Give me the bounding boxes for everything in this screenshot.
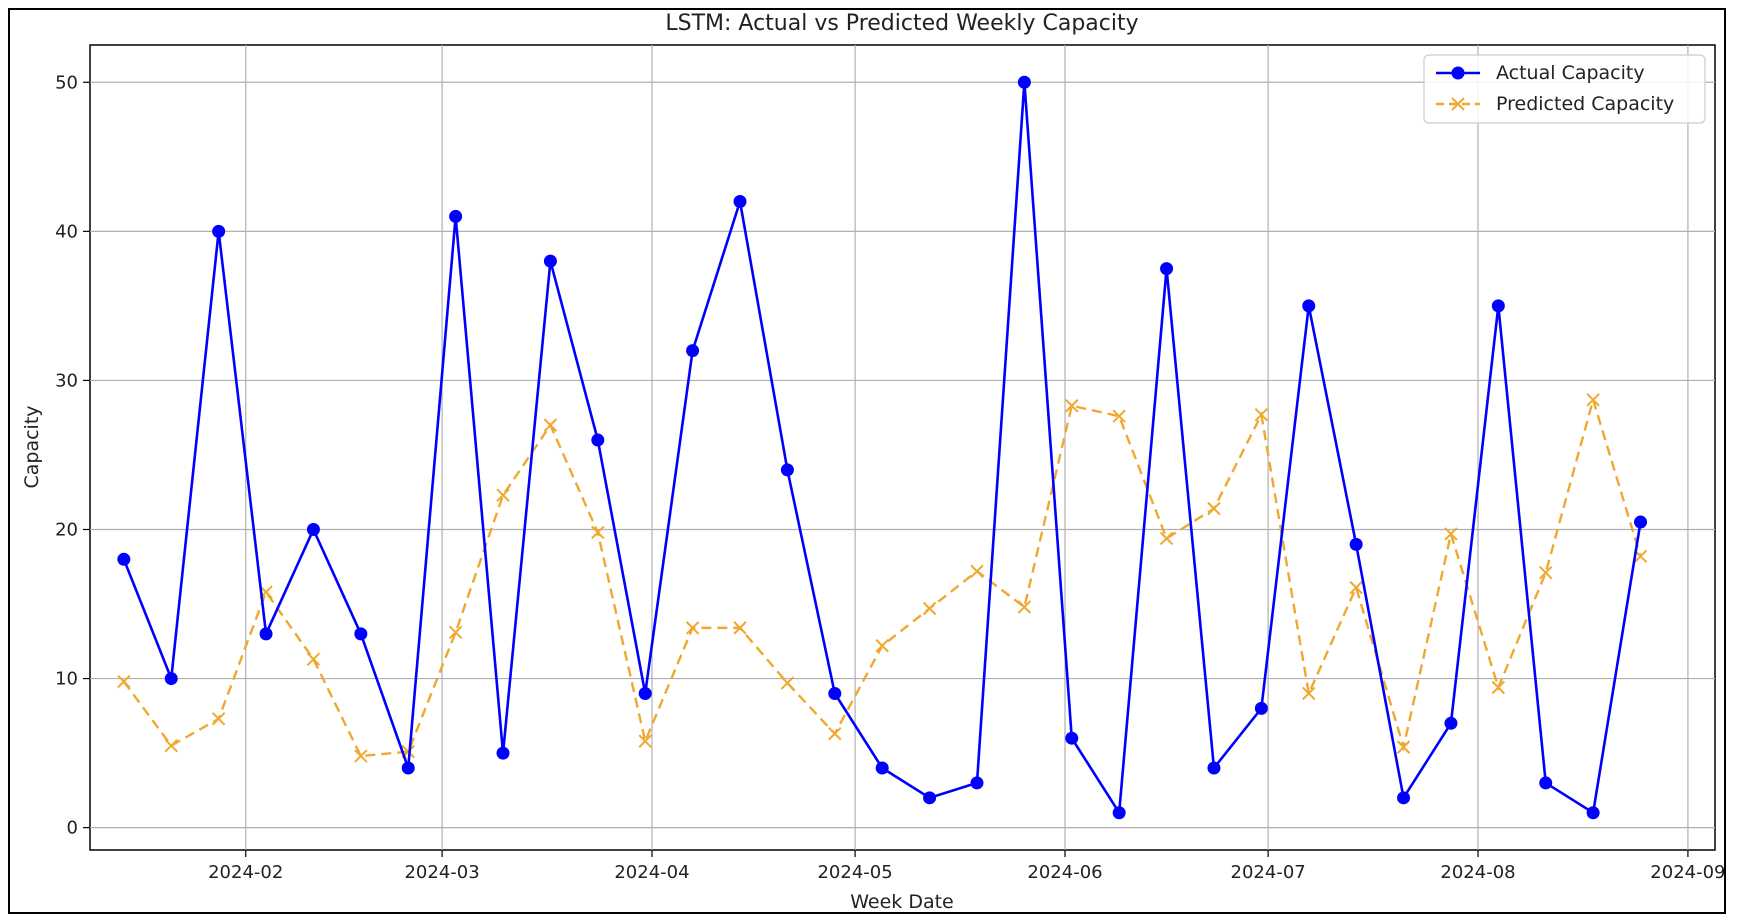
data-point xyxy=(1539,776,1553,790)
data-point xyxy=(828,727,842,741)
legend-marker xyxy=(1451,97,1465,111)
data-point xyxy=(638,734,652,748)
data-point xyxy=(1397,791,1411,805)
data-point xyxy=(496,746,510,760)
data-point xyxy=(543,254,557,268)
data-point xyxy=(212,224,226,238)
data-point xyxy=(1207,501,1221,516)
x-tick-label: 2024-08 xyxy=(1440,862,1515,883)
y-tick-label: 20 xyxy=(55,519,78,540)
data-point xyxy=(117,552,131,566)
data-point xyxy=(1349,580,1363,595)
data-point xyxy=(970,776,984,790)
data-point xyxy=(543,418,558,432)
data-point xyxy=(1396,740,1411,754)
y-tick-label: 30 xyxy=(55,370,78,391)
data-point xyxy=(970,564,984,578)
legend-label: Predicted Capacity xyxy=(1496,93,1674,115)
data-point xyxy=(686,344,700,358)
legend-box xyxy=(1423,54,1706,124)
x-tick-label: 2024-09 xyxy=(1650,862,1725,883)
data-point xyxy=(1539,566,1553,580)
data-point xyxy=(1112,409,1126,423)
data-point xyxy=(401,761,415,775)
x-axis-label: Week Date xyxy=(850,891,954,913)
grid xyxy=(90,45,1715,850)
chart-frame xyxy=(8,8,1726,914)
data-point xyxy=(1586,393,1600,407)
data-point xyxy=(1160,262,1174,276)
data-point xyxy=(164,672,178,686)
data-point xyxy=(1017,600,1032,614)
x-tick-label: 2024-03 xyxy=(404,862,479,883)
legend: Actual Capacity Predicted Capacity xyxy=(1423,54,1706,124)
data-point xyxy=(875,761,889,775)
series-predicted-capacity xyxy=(117,393,1648,763)
x-tick-label: 2024-06 xyxy=(1027,862,1102,883)
data-point xyxy=(1017,75,1031,89)
data-point xyxy=(1254,407,1269,422)
data-point xyxy=(591,433,605,447)
x-tick-label: 2024-05 xyxy=(817,862,892,883)
data-point xyxy=(449,209,463,223)
data-point xyxy=(354,749,368,763)
data-point xyxy=(496,488,510,502)
data-point xyxy=(685,621,700,635)
series-actual-capacity xyxy=(117,75,1648,820)
data-point xyxy=(591,525,605,540)
data-point xyxy=(164,738,178,753)
y-tick-label: 10 xyxy=(55,669,78,690)
series-layer xyxy=(117,75,1648,820)
y-tick-label: 50 xyxy=(55,72,78,93)
legend-marker xyxy=(1451,66,1465,80)
data-point xyxy=(733,195,747,209)
data-point xyxy=(354,627,368,641)
data-point xyxy=(211,712,226,726)
x-tick-label: 2024-07 xyxy=(1231,862,1306,883)
data-point xyxy=(1159,531,1174,546)
data-point xyxy=(780,463,794,477)
data-point xyxy=(922,601,937,616)
data-point xyxy=(733,621,747,635)
legend-label: Actual Capacity xyxy=(1496,62,1645,84)
data-point xyxy=(448,625,463,640)
plot-area-border xyxy=(89,44,1716,851)
data-point xyxy=(875,639,889,653)
data-point xyxy=(117,674,131,689)
axis-ticks: 2024-02 2024-03 2024-04 2024-05 2024-06 2024-… xyxy=(55,72,1725,883)
data-point xyxy=(1065,399,1079,413)
data-point xyxy=(306,652,321,666)
data-point xyxy=(1302,299,1316,313)
series-line xyxy=(122,395,1642,758)
data-point xyxy=(1112,806,1126,820)
chart-title: LSTM: Actual vs Predicted Weekly Capacit… xyxy=(665,11,1138,36)
data-point xyxy=(923,791,937,805)
data-point xyxy=(259,627,273,641)
data-point xyxy=(780,676,795,690)
data-point xyxy=(1634,515,1648,529)
data-point xyxy=(1444,527,1458,541)
data-point xyxy=(1302,686,1316,701)
x-tick-label: 2024-04 xyxy=(614,862,689,883)
data-point xyxy=(1207,761,1221,775)
data-point xyxy=(1254,701,1268,715)
data-point xyxy=(828,686,842,700)
data-point xyxy=(306,522,320,536)
y-tick-label: 0 xyxy=(67,818,78,839)
data-point xyxy=(1491,680,1506,695)
data-point xyxy=(1349,537,1363,551)
data-point xyxy=(1491,299,1505,313)
y-tick-label: 40 xyxy=(55,221,78,242)
data-point xyxy=(1444,716,1458,730)
data-point xyxy=(638,686,652,700)
data-point xyxy=(1065,731,1079,745)
data-point xyxy=(1586,806,1600,820)
y-axis-label: Capacity xyxy=(21,405,43,488)
x-tick-label: 2024-02 xyxy=(208,862,283,883)
